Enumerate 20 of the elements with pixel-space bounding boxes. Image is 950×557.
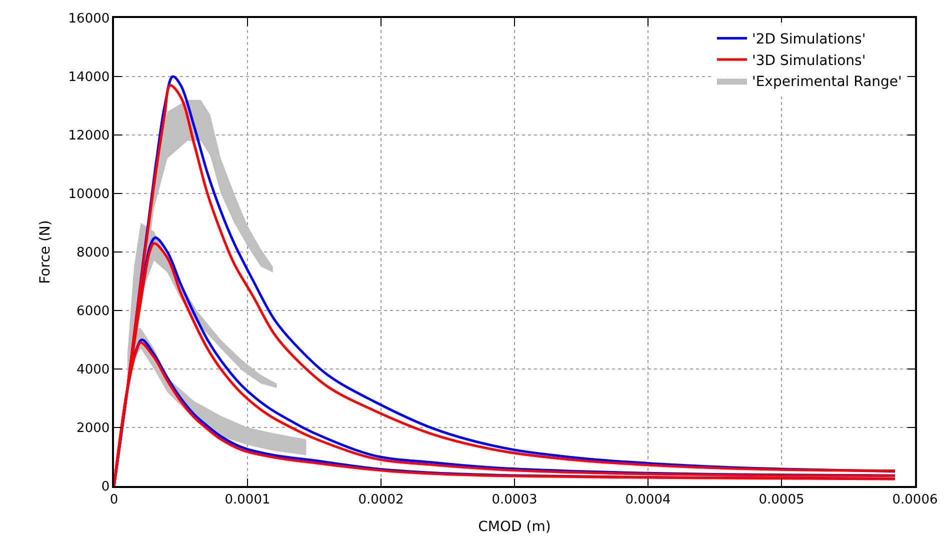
- y-axis-title: Force (N): [37, 220, 54, 284]
- x-tick-label: 0.0005: [758, 492, 804, 508]
- y-tick-label: 10000: [68, 187, 110, 202]
- legend-label: 'Experimental Range': [752, 74, 902, 90]
- y-tick-label: 6000: [76, 304, 110, 320]
- x-tick-label: 0.0003: [492, 492, 538, 508]
- x-tick-label: 0.0001: [224, 492, 270, 508]
- x-tick-label: 0.0006: [892, 492, 938, 508]
- x-axis-title: CMOD (m): [478, 519, 551, 536]
- x-tick-label: 0.0002: [358, 492, 404, 508]
- y-tick-label: 0: [101, 480, 110, 495]
- legend-label: '2D Simulations': [752, 32, 866, 48]
- y-tick-label: 14000: [68, 70, 110, 86]
- y-tick-label: 16000: [68, 12, 110, 27]
- y-tick-label: 2000: [76, 421, 110, 436]
- y-tick-label: 8000: [76, 246, 110, 261]
- y-tick-label: 4000: [76, 362, 110, 378]
- y-tick-label: 12000: [68, 128, 110, 144]
- legend-label: '3D Simulations': [752, 52, 866, 69]
- x-tick-label: 0.0004: [625, 492, 671, 508]
